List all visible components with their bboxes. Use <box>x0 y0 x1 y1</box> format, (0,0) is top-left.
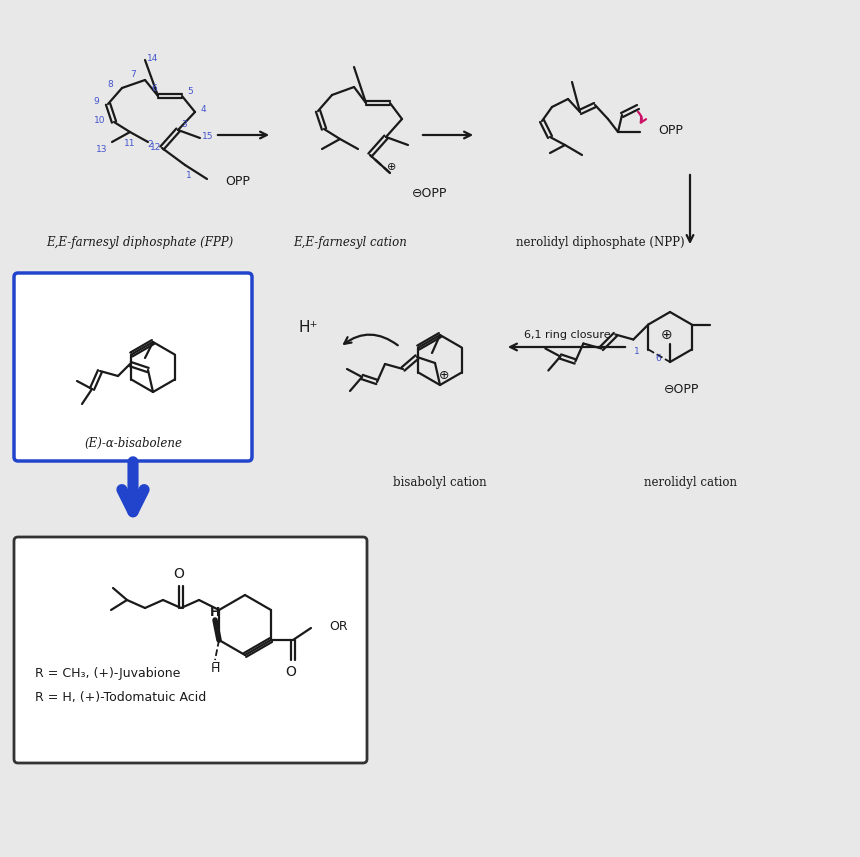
Text: R = H, (+)-Todomatuic Acid: R = H, (+)-Todomatuic Acid <box>35 691 206 704</box>
Text: OPP: OPP <box>658 123 683 136</box>
Text: O: O <box>286 665 297 679</box>
Text: 4: 4 <box>200 105 206 113</box>
Text: H⁺: H⁺ <box>298 320 317 334</box>
Text: 9: 9 <box>93 97 99 105</box>
Text: ⊕: ⊕ <box>439 369 449 381</box>
Text: 14: 14 <box>147 53 159 63</box>
Text: 10: 10 <box>95 116 106 124</box>
Text: 6: 6 <box>151 83 157 93</box>
Text: (E)-α-bisabolene: (E)-α-bisabolene <box>84 436 182 450</box>
FancyBboxPatch shape <box>14 273 252 461</box>
Text: 1: 1 <box>186 171 192 179</box>
Text: 3: 3 <box>181 119 187 129</box>
Text: H: H <box>210 606 220 619</box>
Text: 15: 15 <box>202 131 214 141</box>
Text: ⊖OPP: ⊖OPP <box>412 187 447 200</box>
Text: 13: 13 <box>96 145 108 153</box>
Text: ⊕: ⊕ <box>387 162 396 172</box>
Text: bisabolyl cation: bisabolyl cation <box>393 476 487 488</box>
Text: nerolidyl diphosphate (NPP): nerolidyl diphosphate (NPP) <box>516 236 685 249</box>
Text: E,E-farnesyl diphosphate (FPP): E,E-farnesyl diphosphate (FPP) <box>46 236 234 249</box>
Text: ⊕: ⊕ <box>661 328 673 342</box>
Text: 6: 6 <box>655 353 660 363</box>
Text: 6,1 ring closure: 6,1 ring closure <box>524 330 611 340</box>
Text: R = CH₃, (+)-Juvabione: R = CH₃, (+)-Juvabione <box>35 668 181 680</box>
Text: 5: 5 <box>187 87 193 95</box>
Text: 12: 12 <box>150 142 162 152</box>
Text: 8: 8 <box>108 80 113 88</box>
Text: O: O <box>174 567 184 581</box>
FancyArrowPatch shape <box>638 112 646 123</box>
Text: 1: 1 <box>634 347 639 356</box>
Text: 2: 2 <box>147 140 153 148</box>
Text: 7: 7 <box>130 69 136 79</box>
FancyArrowPatch shape <box>344 334 398 345</box>
Text: nerolidyl cation: nerolidyl cation <box>643 476 736 488</box>
Text: OPP: OPP <box>225 175 250 188</box>
Text: H̅: H̅ <box>211 662 219 674</box>
FancyBboxPatch shape <box>14 537 367 763</box>
Text: E,E-farnesyl cation: E,E-farnesyl cation <box>293 236 407 249</box>
Text: ⊖OPP: ⊖OPP <box>664 382 700 395</box>
Text: 11: 11 <box>124 139 136 147</box>
Text: OR: OR <box>329 620 347 632</box>
